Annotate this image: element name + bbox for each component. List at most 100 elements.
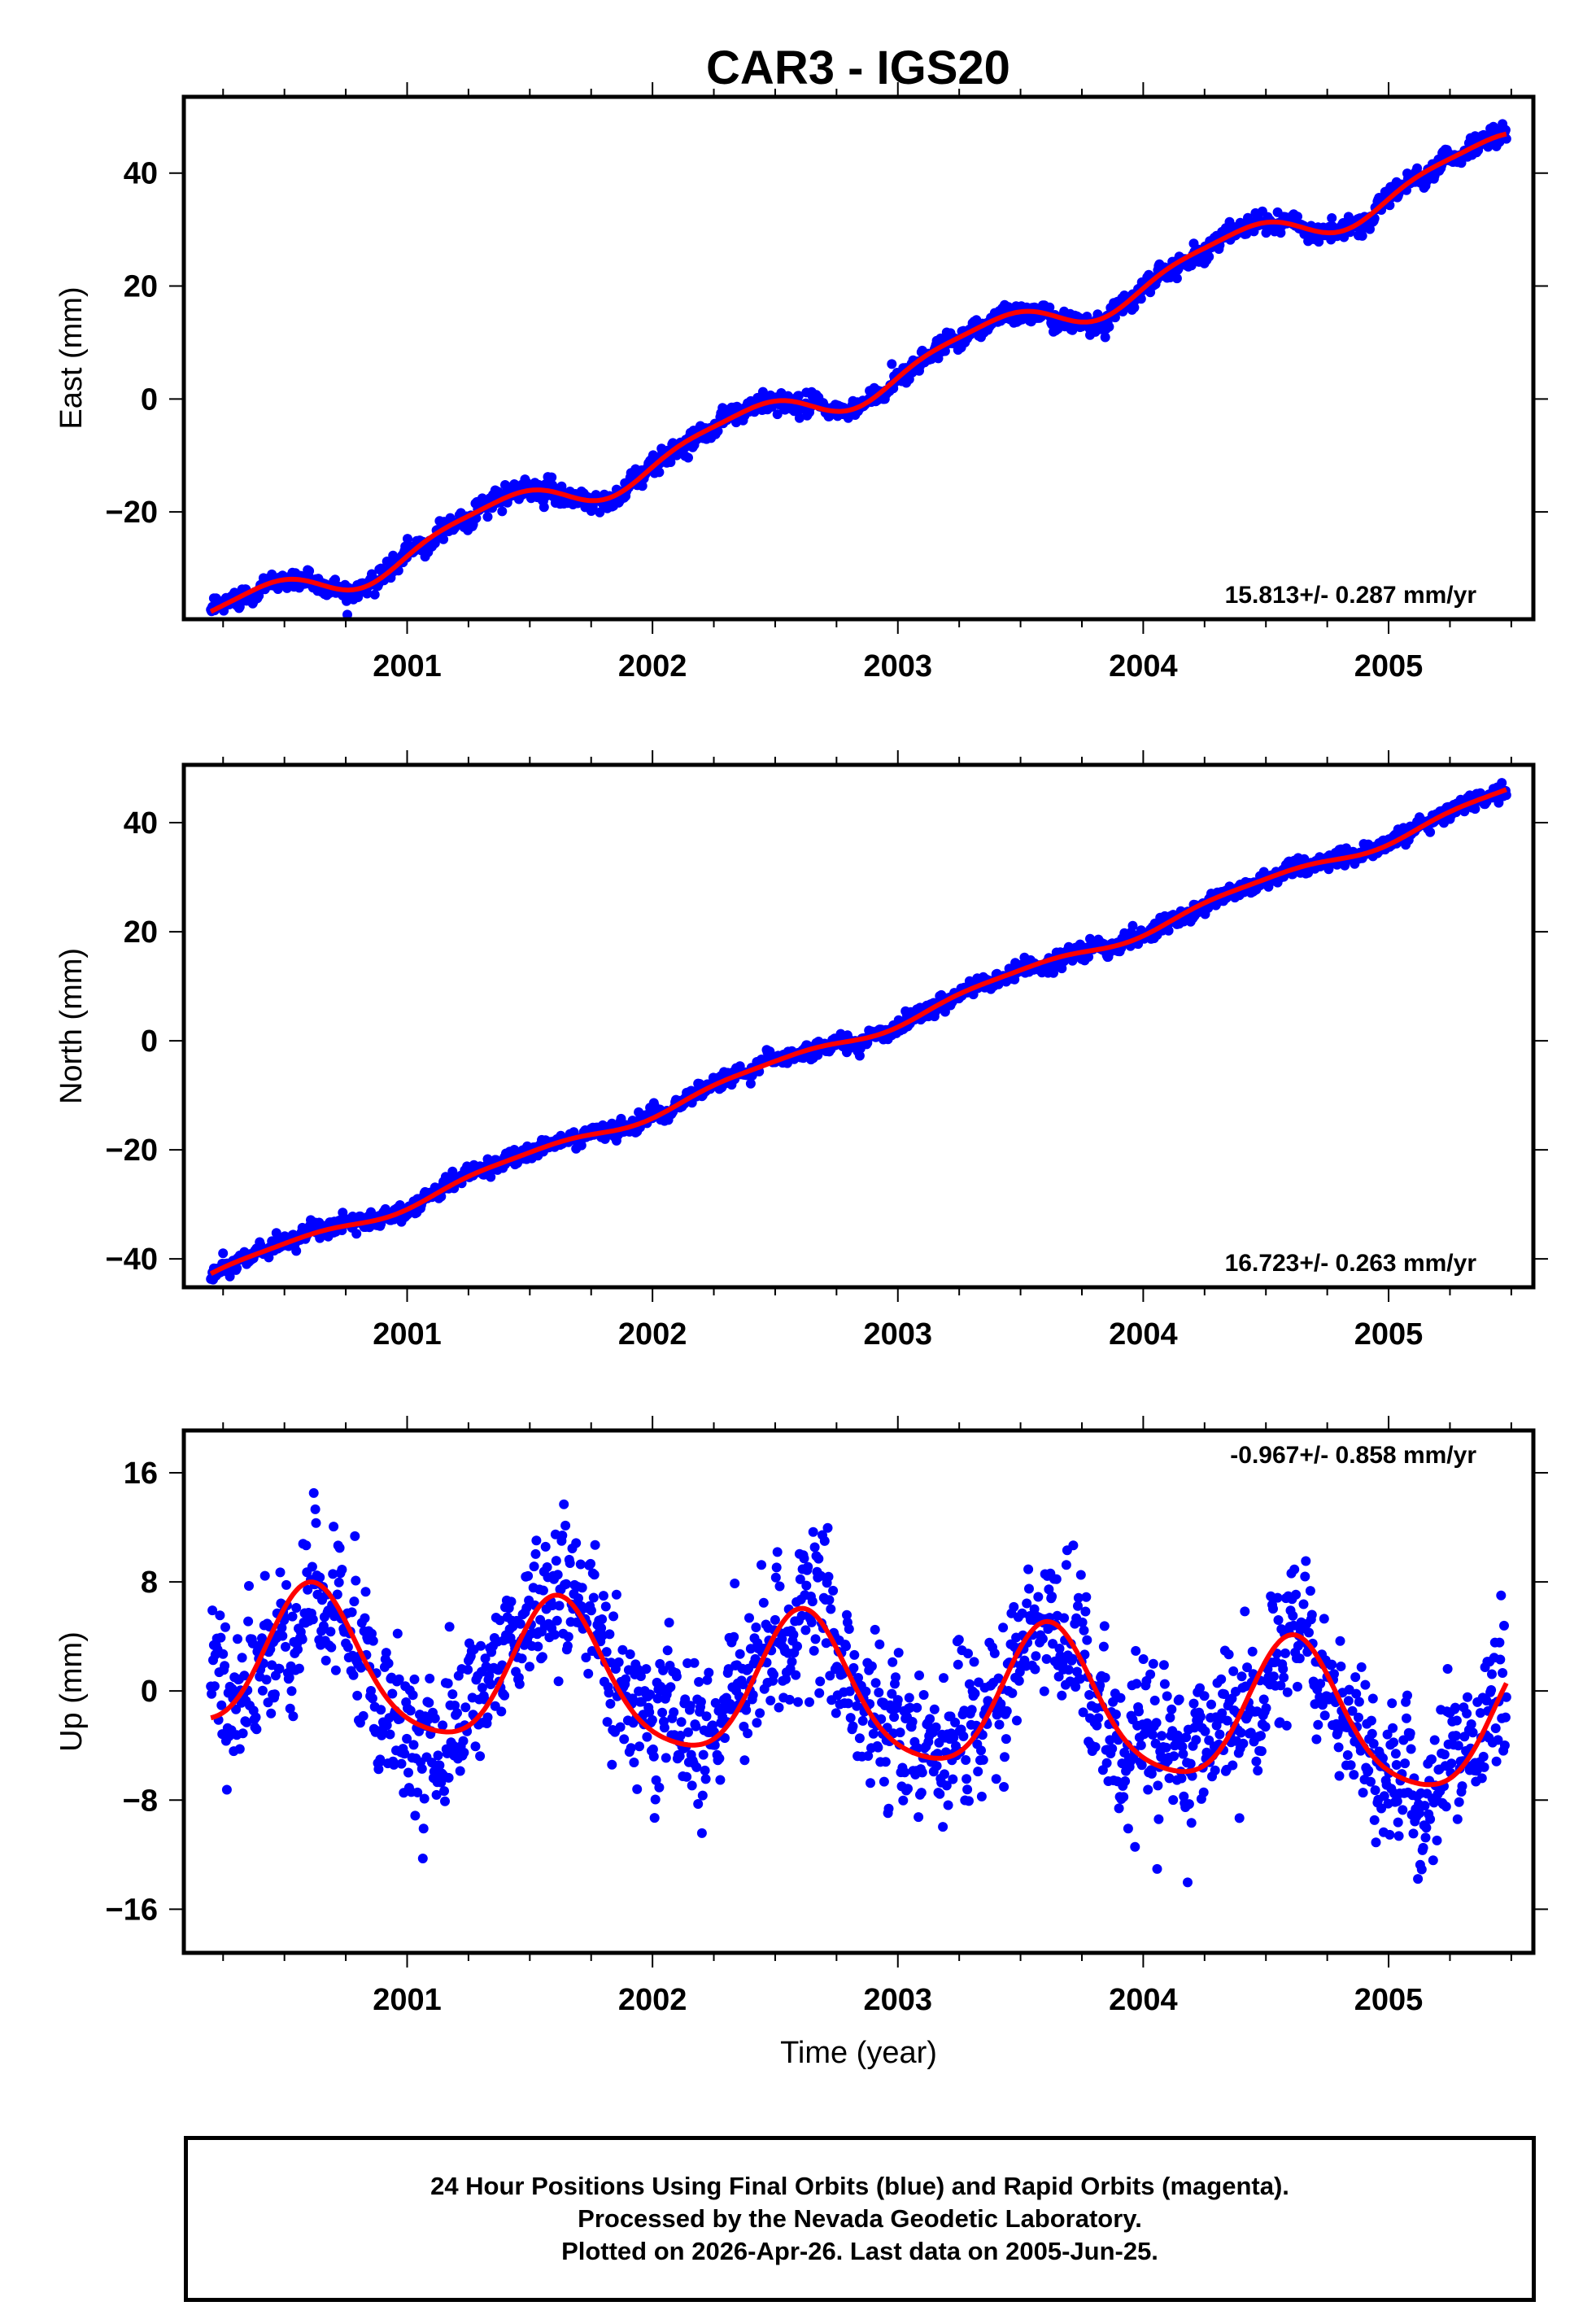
up-data-point	[269, 1689, 280, 1700]
up-data-point	[662, 1645, 673, 1656]
up-data-point	[627, 1693, 638, 1704]
up-data-point	[874, 1688, 884, 1697]
up-data-point	[907, 1717, 918, 1727]
up-data-point	[1301, 1556, 1311, 1566]
up-data-point	[396, 1758, 407, 1769]
up-data-point	[297, 1634, 307, 1644]
up-data-point	[1304, 1627, 1314, 1638]
up-data-point	[475, 1751, 486, 1762]
north-data-point	[351, 1229, 362, 1239]
up-data-point	[1081, 1592, 1092, 1602]
up-data-point	[816, 1570, 826, 1581]
up-data-point	[1084, 1690, 1095, 1700]
east-data-point	[1357, 230, 1367, 241]
north-data-point	[1127, 920, 1138, 931]
up-data-point	[1251, 1756, 1262, 1767]
up-data-point	[376, 1705, 386, 1715]
east-data-points	[206, 119, 1511, 619]
up-data-point	[726, 1704, 736, 1714]
up-data-point	[863, 1751, 874, 1761]
up-data-point	[1273, 1615, 1284, 1625]
east-data-point	[342, 609, 352, 619]
up-data-point	[416, 1763, 427, 1774]
up-data-point	[1138, 1654, 1149, 1664]
up-data-point	[1165, 1712, 1175, 1723]
up-data-point	[1120, 1776, 1131, 1786]
up-data-point	[1136, 1760, 1147, 1771]
up-data-point	[1240, 1606, 1250, 1617]
up-data-point	[796, 1610, 807, 1621]
up-data-point	[1305, 1586, 1315, 1596]
up-data-point	[774, 1581, 785, 1592]
up-data-point	[1061, 1560, 1071, 1570]
up-data-point	[769, 1670, 778, 1680]
up-data-point	[549, 1630, 560, 1640]
up-data-point	[430, 1713, 440, 1723]
up-data-point	[506, 1596, 517, 1607]
up-data-point	[237, 1653, 247, 1663]
up-data-point	[841, 1641, 851, 1652]
up-data-point	[294, 1663, 304, 1674]
up-data-point	[431, 1789, 442, 1800]
up-data-points	[206, 1487, 1511, 1888]
up-data-point	[552, 1570, 563, 1580]
up-data-point	[689, 1657, 700, 1668]
up-data-point	[931, 1761, 942, 1771]
up-data-point	[625, 1649, 635, 1659]
up-data-point	[414, 1726, 425, 1736]
up-data-point	[659, 1723, 669, 1733]
up-data-point	[533, 1641, 543, 1652]
up-data-point	[387, 1688, 398, 1699]
up-data-point	[912, 1702, 922, 1713]
up-data-point	[1054, 1644, 1065, 1653]
up-data-point	[904, 1692, 914, 1703]
up-data-point	[682, 1771, 692, 1782]
up-data-point	[701, 1711, 712, 1722]
up-data-point	[281, 1579, 291, 1590]
up-data-point	[810, 1634, 821, 1644]
up-data-point	[702, 1675, 713, 1685]
up-data-point	[1130, 1841, 1140, 1852]
up-data-point	[1172, 1730, 1183, 1740]
up-data-point	[515, 1618, 525, 1629]
up-data-point	[251, 1712, 261, 1723]
up-data-point	[1136, 1740, 1146, 1750]
up-data-point	[709, 1740, 720, 1750]
up-data-point	[757, 1560, 766, 1570]
up-data-point	[1149, 1695, 1160, 1705]
up-data-point	[308, 1487, 319, 1498]
east-x-tick-label: 2005	[1354, 649, 1424, 684]
up-data-point	[459, 1747, 469, 1758]
up-data-point	[482, 1712, 493, 1723]
up-data-point	[976, 1791, 987, 1802]
up-data-point	[993, 1673, 1004, 1684]
up-data-point	[360, 1613, 370, 1623]
up-data-point	[966, 1705, 977, 1715]
up-data-point	[880, 1757, 891, 1767]
up-data-point	[1041, 1653, 1052, 1664]
up-data-point	[480, 1653, 491, 1664]
north-rate-label: 16.723+/- 0.263 mm/yr	[1225, 1250, 1477, 1277]
up-data-point	[1101, 1758, 1112, 1768]
up-data-point	[1261, 1703, 1271, 1714]
up-data-point	[1090, 1742, 1101, 1752]
up-data-point	[259, 1570, 270, 1581]
up-data-point	[976, 1745, 986, 1756]
up-data-point	[1181, 1732, 1192, 1743]
up-data-point	[220, 1622, 230, 1632]
up-data-point	[615, 1722, 626, 1732]
up-data-point	[1253, 1766, 1263, 1775]
up-data-point	[918, 1690, 929, 1700]
up-data-point	[978, 1754, 988, 1765]
up-data-point	[244, 1581, 254, 1591]
up-data-point	[537, 1652, 547, 1662]
up-data-point	[562, 1640, 573, 1651]
up-data-point	[476, 1640, 486, 1651]
up-data-point	[973, 1767, 983, 1777]
up-data-point	[793, 1697, 803, 1707]
east-x-axis: 2001 2002 2003 2004 2005	[222, 82, 1512, 684]
up-data-point	[772, 1547, 783, 1557]
up-data-point	[807, 1596, 818, 1607]
up-data-point	[1012, 1715, 1022, 1726]
